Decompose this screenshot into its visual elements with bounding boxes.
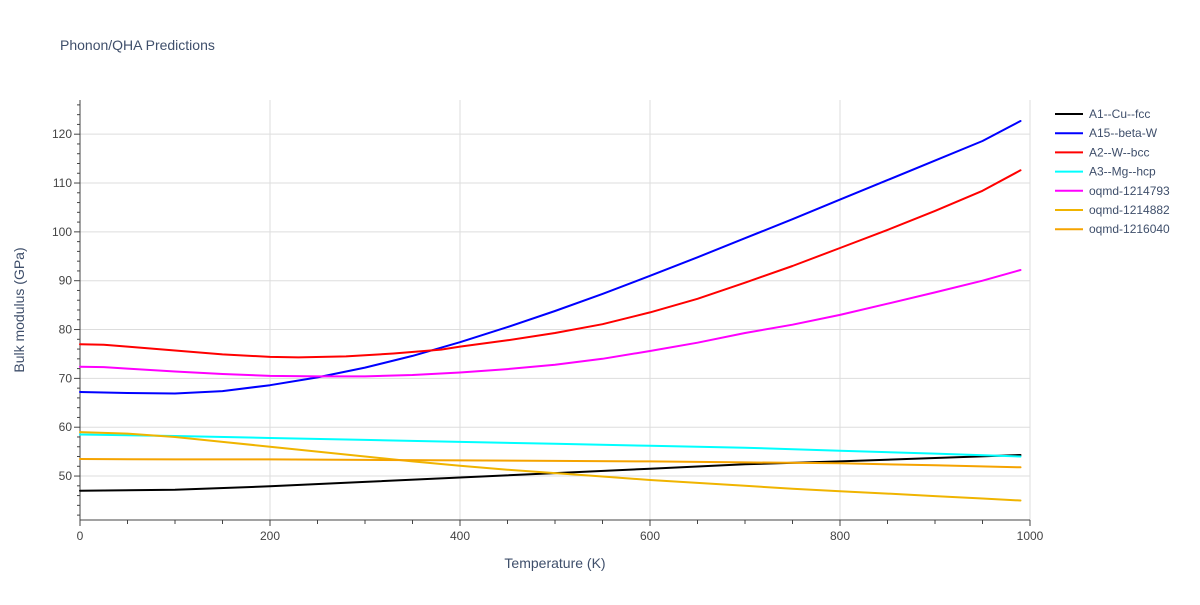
legend-label: A15--beta-W (1089, 126, 1158, 140)
legend[interactable]: A1--Cu--fcc A15--beta-W A2--W--bcc A3--Mg--… (1055, 107, 1170, 236)
axes: 0 200 400 600 800 1000 50 60 70 80 90 100 110 120 (52, 100, 1044, 543)
x-tick-label: 1000 (1017, 529, 1044, 543)
y-tick-label: 50 (59, 469, 73, 483)
x-tick-label: 0 (77, 529, 84, 543)
legend-label: A2--W--bcc (1089, 145, 1149, 159)
y-axis-title: Bulk modulus (GPa) (11, 247, 27, 372)
x-axis-title: Temperature (K) (504, 555, 605, 571)
y-tick-label: 120 (52, 127, 72, 141)
series-line-oqmd-1216040[interactable] (79, 458, 1022, 469)
series-line-oqmd-1214793[interactable] (79, 269, 1022, 378)
y-tick-label: 80 (59, 323, 73, 337)
y-tick-label: 60 (59, 420, 73, 434)
legend-item[interactable]: oqmd-1214793 (1055, 184, 1170, 198)
y-tick-label: 110 (53, 176, 72, 190)
y-tick-label: 100 (52, 225, 72, 239)
legend-label: oqmd-1214793 (1089, 184, 1170, 198)
series-line-a15-beta-w[interactable] (79, 120, 1022, 395)
x-tick-label: 200 (260, 529, 280, 543)
series-line-a3-mg-hcp[interactable] (79, 433, 1022, 458)
y-tick-label: 90 (59, 274, 73, 288)
legend-label: A3--Mg--hcp (1089, 165, 1156, 179)
data-series (79, 120, 1022, 502)
legend-label: oqmd-1214882 (1089, 203, 1170, 217)
legend-item[interactable]: oqmd-1214882 (1055, 203, 1170, 217)
legend-item[interactable]: A15--beta-W (1055, 126, 1158, 140)
legend-item[interactable]: A3--Mg--hcp (1055, 165, 1156, 179)
legend-item[interactable]: A1--Cu--fcc (1055, 107, 1150, 121)
y-tick-label: 70 (59, 371, 73, 385)
chart-title: Phonon/QHA Predictions (60, 37, 215, 53)
x-tick-label: 800 (830, 529, 850, 543)
legend-item[interactable]: oqmd-1216040 (1055, 222, 1170, 236)
legend-item[interactable]: A2--W--bcc (1055, 145, 1149, 159)
legend-label: oqmd-1216040 (1089, 222, 1170, 236)
x-tick-label: 600 (640, 529, 660, 543)
series-line-oqmd-1214882[interactable] (79, 431, 1022, 502)
x-tick-label: 400 (450, 529, 470, 543)
series-line-a2-w-bcc[interactable] (79, 169, 1022, 359)
legend-label: A1--Cu--fcc (1089, 107, 1150, 121)
grid-lines (80, 100, 1031, 520)
